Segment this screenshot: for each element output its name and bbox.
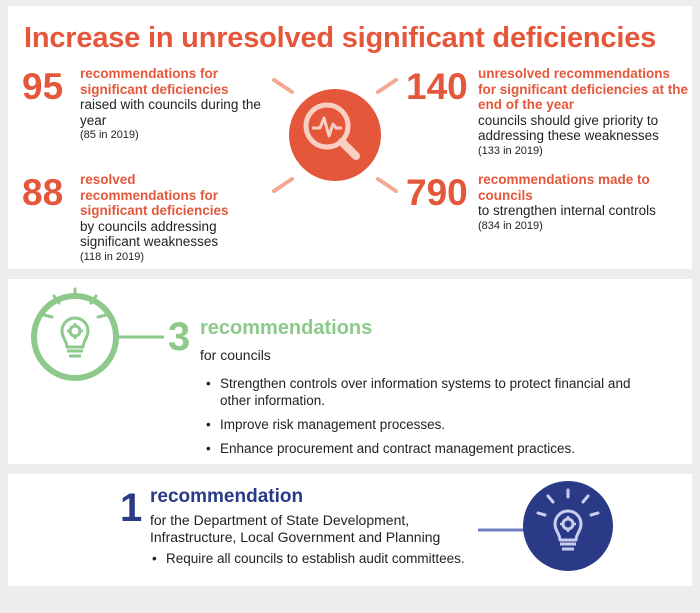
councils-recommendation-list: Strengthen controls over information sys…	[204, 375, 664, 464]
stat-text: raised with councils during the year	[80, 97, 261, 128]
stat-made: recommendations made to councils to stre…	[478, 172, 690, 234]
lightbulb-gear-icon	[478, 481, 613, 571]
stat-note: (834 in 2019)	[478, 219, 543, 232]
stat-number-unresolved: 140	[406, 66, 468, 107]
stat-resolved: resolved recommendations for significant…	[80, 172, 255, 265]
department-recommendation-list: Require all councils to establish audit …	[150, 550, 510, 574]
list-item: Enhance procurement and contract managem…	[204, 440, 664, 457]
stat-number-raised: 95	[22, 66, 64, 107]
councils-heading: recommendations	[200, 317, 373, 339]
stat-highlight: recommendations made to councils	[478, 172, 650, 203]
stat-highlight: unresolved recommendations for significa…	[478, 66, 689, 112]
stat-raised: recommendations for significant deficien…	[80, 66, 265, 143]
stat-text: to strengthen internal controls	[478, 203, 656, 218]
magnifier-pulse-icon	[272, 78, 398, 193]
page-title: Increase in unresolved significant defic…	[24, 22, 657, 54]
stats-panel: Increase in unresolved significant defic…	[8, 6, 692, 269]
stat-note: (133 in 2019)	[478, 144, 543, 157]
councils-panel: 3 recommendations for councils Strengthe…	[8, 279, 692, 464]
stat-text: councils should give priority to address…	[478, 112, 659, 144]
stat-number-resolved: 88	[22, 172, 64, 213]
stat-number-made: 790	[406, 172, 468, 213]
stat-note: (85 in 2019)	[80, 129, 139, 141]
councils-subheading: for councils	[200, 347, 271, 363]
list-item: Strengthen controls over information sys…	[204, 375, 664, 409]
councils-count: 3	[168, 315, 191, 359]
stat-note: (118 in 2019)	[80, 250, 145, 263]
stat-text: by councils addressing significant weakn…	[80, 218, 219, 250]
stat-highlight: resolved recommendations for significant…	[80, 172, 229, 218]
lightbulb-gear-icon	[31, 287, 164, 381]
list-item: Require all councils to establish audit …	[150, 550, 510, 567]
department-count: 1	[120, 486, 143, 530]
list-item: Improve risk management processes.	[204, 416, 664, 433]
department-heading: recommendation	[150, 486, 304, 507]
department-subheading: for the Department of State Development,…	[150, 512, 441, 545]
stat-highlight: recommendations for significant deficien…	[80, 66, 229, 97]
department-panel: 1 recommendation for the Department of S…	[8, 474, 692, 586]
stat-unresolved: unresolved recommendations for significa…	[478, 66, 690, 159]
